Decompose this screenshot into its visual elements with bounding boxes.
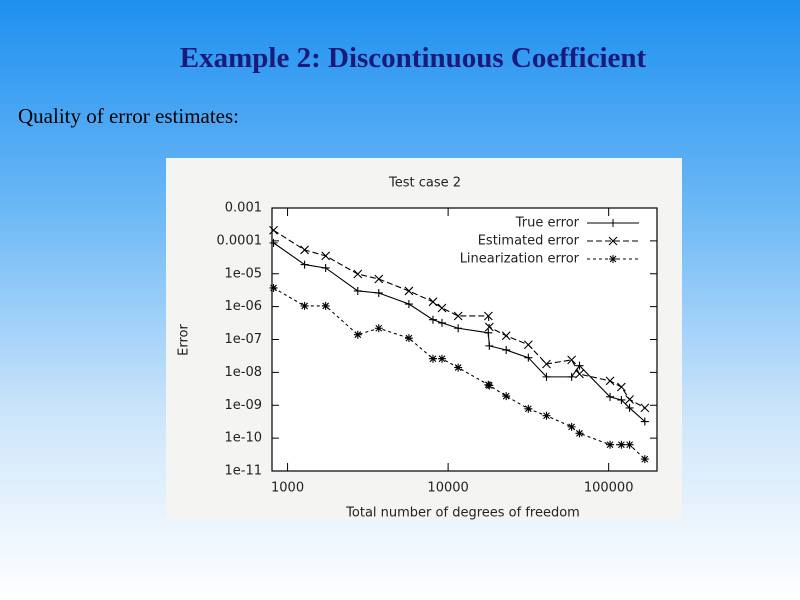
data-point	[269, 238, 278, 247]
data-point	[625, 403, 634, 412]
data-point	[454, 363, 463, 372]
y-tick-label: 1e-11	[224, 464, 262, 479]
data-point	[300, 260, 309, 269]
chart-title: Test case 2	[388, 176, 461, 191]
data-point	[321, 301, 330, 310]
data-point	[640, 403, 650, 413]
x-tick-label: 10000	[427, 481, 468, 496]
data-point	[502, 392, 511, 401]
data-point	[485, 381, 494, 390]
x-axis-label: Total number of degrees of freedom	[345, 506, 580, 521]
data-point	[485, 341, 494, 350]
data-point	[616, 382, 626, 392]
plot-frame	[271, 207, 658, 472]
legend-marker	[609, 219, 617, 227]
data-point	[269, 283, 278, 292]
data-point	[542, 411, 551, 420]
data-point	[353, 330, 362, 339]
data-point	[502, 345, 511, 354]
data-point	[640, 455, 649, 464]
data-point	[300, 301, 309, 310]
data-point	[437, 318, 446, 327]
y-tick-label: 0.0001	[217, 233, 263, 248]
y-tick-label: 1e-08	[224, 365, 262, 380]
data-point	[567, 372, 576, 381]
data-point	[575, 369, 584, 379]
data-point	[606, 392, 615, 401]
data-point	[617, 395, 626, 404]
data-point	[625, 395, 634, 404]
data-point	[575, 429, 584, 438]
data-point	[437, 303, 447, 313]
data-point	[321, 263, 330, 272]
data-point	[300, 245, 309, 255]
y-tick-label: 1e-10	[224, 431, 262, 446]
y-tick-label: 0.001	[225, 201, 262, 216]
data-point	[374, 288, 383, 297]
slide-title: Example 2: Discontinuous Coefficient	[179, 42, 647, 74]
data-point	[606, 440, 615, 449]
data-point	[567, 355, 577, 365]
y-tick-label: 1e-07	[224, 332, 262, 347]
data-point	[484, 328, 493, 337]
data-point	[501, 331, 511, 341]
data-point	[353, 286, 362, 295]
data-point	[484, 322, 494, 332]
data-point	[321, 251, 331, 261]
data-point	[605, 376, 615, 386]
legend-marker	[609, 255, 617, 263]
data-point	[374, 324, 383, 333]
data-point	[617, 440, 626, 449]
data-point	[353, 269, 363, 279]
data-point	[428, 315, 437, 324]
y-tick-label: 1e-05	[224, 266, 262, 281]
data-point	[269, 225, 278, 235]
series-line	[273, 229, 646, 409]
x-tick-label: 100000	[584, 481, 634, 496]
data-point	[542, 372, 551, 381]
y-tick-label: 1e-09	[224, 398, 262, 413]
data-point	[454, 324, 463, 333]
data-point	[437, 354, 446, 363]
y-tick-label: 1e-06	[224, 299, 262, 314]
y-axis-label: Error	[177, 324, 192, 356]
data-point	[567, 422, 576, 431]
data-point	[404, 300, 413, 309]
data-point	[453, 311, 463, 321]
data-point	[523, 340, 533, 350]
slide-text: Quality of error estimates:	[18, 104, 240, 128]
data-point	[428, 297, 438, 307]
legend-marker	[608, 236, 618, 246]
chart: Test case 2 Total number of degrees of f…	[166, 158, 682, 520]
data-point	[542, 359, 551, 369]
data-point	[575, 361, 584, 370]
data-point	[404, 334, 413, 343]
data-point	[428, 354, 437, 363]
data-point	[640, 417, 649, 426]
data-point	[404, 286, 414, 296]
data-point	[625, 440, 634, 449]
data-point	[524, 353, 533, 362]
data-point	[374, 274, 384, 284]
data-point	[524, 404, 533, 413]
legend-label: True error	[515, 216, 580, 231]
data-point	[483, 311, 493, 321]
legend-label: Estimated error	[478, 234, 580, 249]
legend-label: Linearization error	[460, 252, 580, 267]
x-tick-label: 1000	[271, 481, 304, 496]
